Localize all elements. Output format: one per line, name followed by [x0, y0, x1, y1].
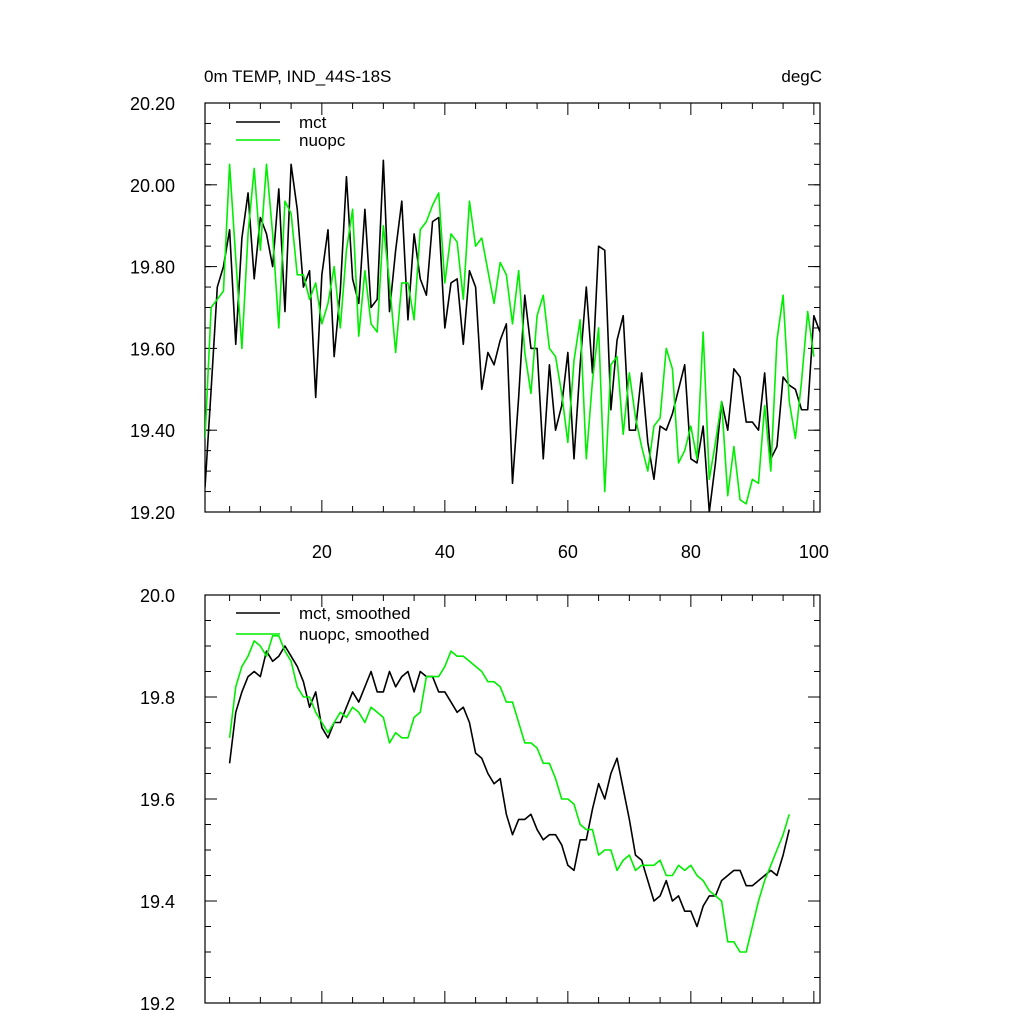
bottom-plot-panel: 19.2 19.4 19.6 19.8 20.0 mct, smoothed nuopc, … [140, 586, 821, 1014]
series-line-nuopc-smoothed [228, 634, 791, 953]
legend-label: nuopc, smoothed [299, 625, 429, 644]
y-tick-label: 19.2 [140, 994, 175, 1014]
x-tick-label: 40 [435, 542, 455, 562]
y-tick-label: 19.6 [140, 790, 175, 810]
y-tick-label: 19.40 [130, 421, 175, 441]
y-tick-label: 20.00 [130, 176, 175, 196]
series-line-mct-smoothed [228, 645, 791, 928]
x-tick-label: 60 [558, 542, 578, 562]
x-tick-label: 100 [799, 542, 829, 562]
y-tick-label: 20.0 [140, 586, 175, 606]
x-tick-label: 80 [681, 542, 701, 562]
series-line-nuopc [205, 163, 815, 505]
top-plot-panel: 0m TEMP, IND_44S-18S degC 19.20 19.40 19.6… [130, 67, 829, 562]
legend-label: mct [299, 113, 327, 132]
y-tick-label: 19.60 [130, 339, 175, 359]
plot-frame [204, 102, 821, 513]
y-tick-label: 19.8 [140, 688, 175, 708]
y-tick-label: 19.80 [130, 258, 175, 278]
plot-title: 0m TEMP, IND_44S-18S [204, 67, 391, 86]
y-tick-label: 20.20 [130, 94, 175, 114]
legend-label: mct, smoothed [299, 604, 411, 623]
series-line-mct [205, 159, 820, 512]
units-label: degC [781, 67, 822, 86]
y-tick-label: 19.20 [130, 503, 175, 523]
y-tick-label: 19.4 [140, 892, 175, 912]
x-tick-label: 20 [312, 542, 332, 562]
legend-label: nuopc [299, 131, 346, 150]
